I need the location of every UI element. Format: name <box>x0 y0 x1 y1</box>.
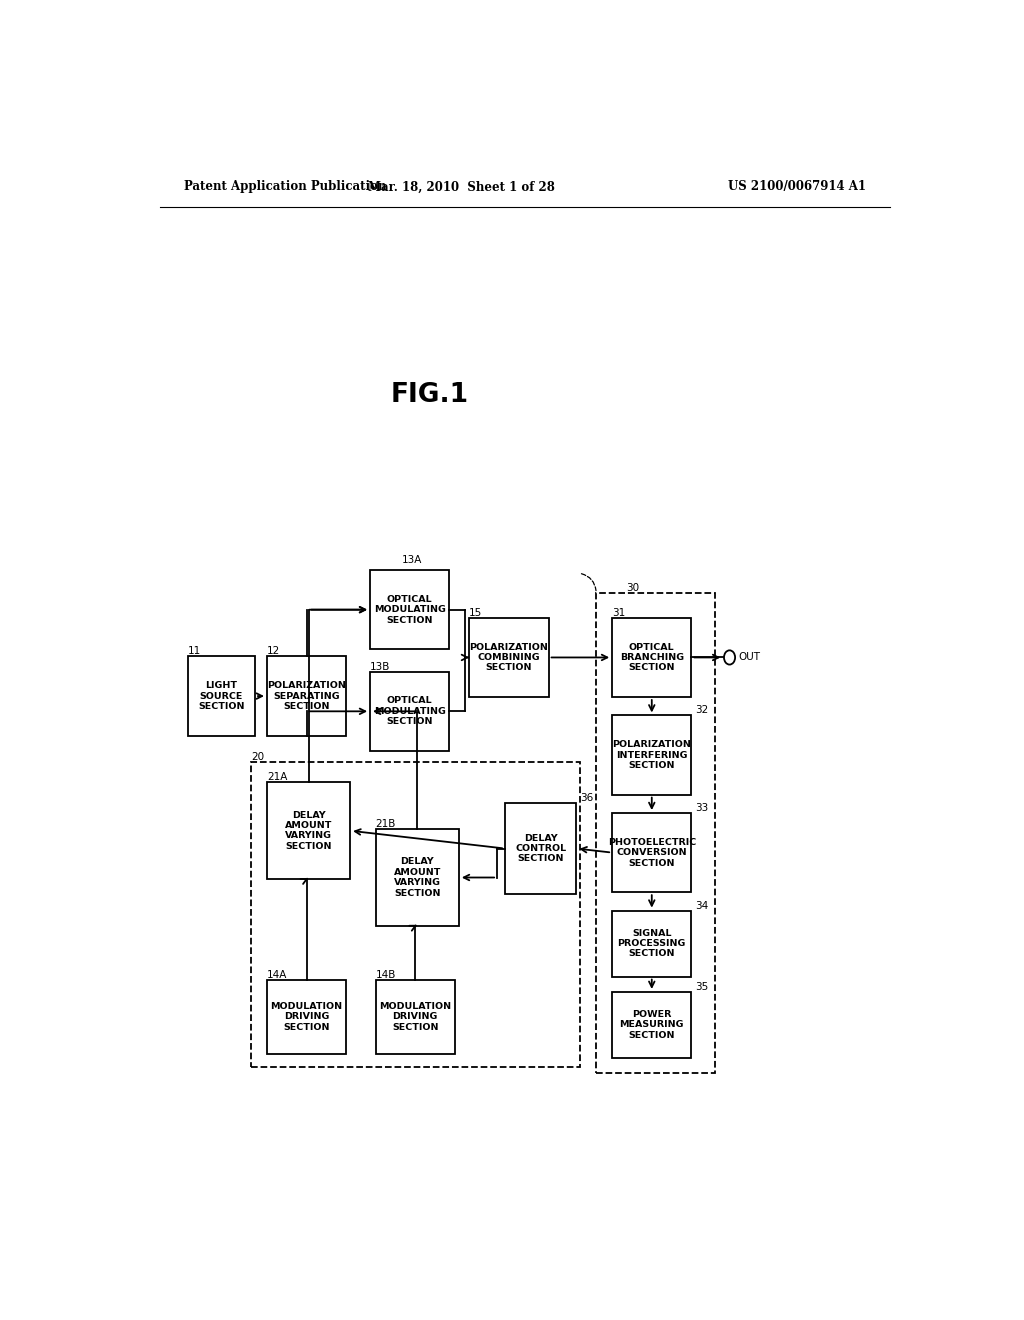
Text: PHOTOELECTRIC
CONVERSION
SECTION: PHOTOELECTRIC CONVERSION SECTION <box>607 838 696 867</box>
Bar <box>469 618 549 697</box>
Bar <box>187 656 255 735</box>
Text: Mar. 18, 2010  Sheet 1 of 28: Mar. 18, 2010 Sheet 1 of 28 <box>368 181 555 193</box>
Text: 12: 12 <box>267 647 281 656</box>
Text: 11: 11 <box>187 647 201 656</box>
Bar <box>267 783 350 879</box>
Bar <box>376 829 459 925</box>
Text: POLARIZATION
COMBINING
SECTION: POLARIZATION COMBINING SECTION <box>469 643 549 672</box>
Text: OUT: OUT <box>738 652 760 663</box>
Text: 21A: 21A <box>267 772 288 783</box>
Bar <box>267 656 346 735</box>
Bar <box>370 570 450 649</box>
Text: OPTICAL
MODULATING
SECTION: OPTICAL MODULATING SECTION <box>374 595 445 624</box>
Bar <box>612 813 691 892</box>
Text: MODULATION
DRIVING
SECTION: MODULATION DRIVING SECTION <box>270 1002 343 1032</box>
Text: MODULATION
DRIVING
SECTION: MODULATION DRIVING SECTION <box>379 1002 452 1032</box>
Bar <box>612 991 691 1057</box>
Text: DELAY
AMOUNT
VARYING
SECTION: DELAY AMOUNT VARYING SECTION <box>285 810 332 851</box>
Text: 13B: 13B <box>370 661 390 672</box>
Text: FIG.1: FIG.1 <box>390 381 469 408</box>
Text: 20: 20 <box>251 752 264 762</box>
Text: 36: 36 <box>581 793 594 803</box>
Text: SIGNAL
PROCESSING
SECTION: SIGNAL PROCESSING SECTION <box>617 929 686 958</box>
Text: 33: 33 <box>695 803 709 813</box>
Text: 31: 31 <box>612 607 626 618</box>
Text: DELAY
CONTROL
SECTION: DELAY CONTROL SECTION <box>515 834 566 863</box>
Bar <box>267 979 346 1053</box>
Text: POLARIZATION
INTERFERING
SECTION: POLARIZATION INTERFERING SECTION <box>612 741 691 770</box>
Text: OPTICAL
MODULATING
SECTION: OPTICAL MODULATING SECTION <box>374 697 445 726</box>
Text: LIGHT
SOURCE
SECTION: LIGHT SOURCE SECTION <box>198 681 245 711</box>
Text: 14B: 14B <box>376 970 396 979</box>
Bar <box>612 911 691 977</box>
Text: DELAY
AMOUNT
VARYING
SECTION: DELAY AMOUNT VARYING SECTION <box>393 858 441 898</box>
Text: 35: 35 <box>695 982 709 991</box>
Text: US 2100/0067914 A1: US 2100/0067914 A1 <box>728 181 866 193</box>
Text: 21B: 21B <box>376 820 396 829</box>
Text: POLARIZATION
SEPARATING
SECTION: POLARIZATION SEPARATING SECTION <box>267 681 346 711</box>
Text: Patent Application Publication: Patent Application Publication <box>183 181 386 193</box>
Bar <box>596 594 715 1073</box>
Text: 30: 30 <box>627 583 640 594</box>
Bar <box>505 803 577 894</box>
Bar <box>370 672 450 751</box>
Text: 14A: 14A <box>267 970 288 979</box>
Text: 32: 32 <box>695 705 709 715</box>
Text: 34: 34 <box>695 900 709 911</box>
Bar <box>612 618 691 697</box>
Text: 13A: 13A <box>401 554 422 565</box>
Bar <box>376 979 455 1053</box>
Bar <box>612 715 691 795</box>
Text: POWER
MEASURING
SECTION: POWER MEASURING SECTION <box>620 1010 684 1040</box>
Text: 15: 15 <box>469 607 482 618</box>
Text: OPTICAL
BRANCHING
SECTION: OPTICAL BRANCHING SECTION <box>620 643 684 672</box>
Bar <box>251 762 581 1067</box>
